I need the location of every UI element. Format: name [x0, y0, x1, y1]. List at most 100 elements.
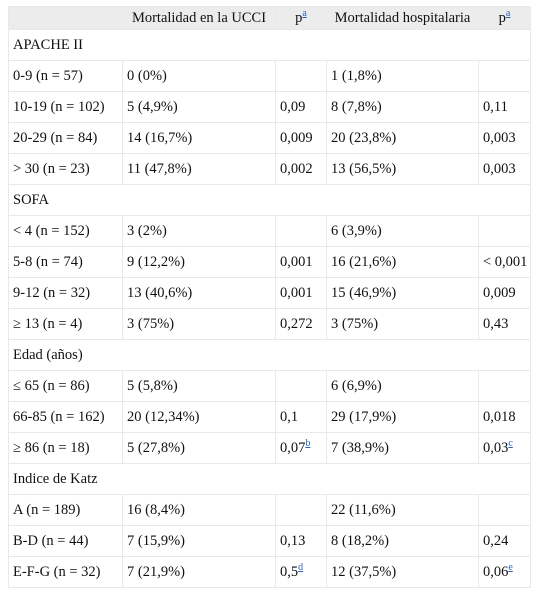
table-row: 0-9 (n = 57) 0 (0%) 1 (1,8%) [8, 60, 531, 92]
mortality-ucci-value: 5 (4,9%) [122, 91, 276, 123]
row-label: 9-12 (n = 32) [8, 277, 123, 309]
p-value-hospital-text: 0,018 [483, 408, 516, 425]
p-value-ucci: 0,001 [275, 277, 327, 309]
table-row: A (n = 189) 16 (8,4%) 22 (11,6%) [8, 494, 531, 526]
p-value-hospital [478, 215, 531, 247]
mortality-ucci-value: 7 (21,9%) [122, 556, 276, 588]
p-value-hospital-text: 0,009 [483, 284, 516, 301]
p-value-hospital: 0,11 [478, 91, 531, 123]
row-label-text: ≥ 86 (n = 18) [13, 439, 90, 456]
p-value-ucci: 0,002 [275, 153, 327, 185]
mortality-hospital-value: 6 (3,9%) [326, 215, 479, 247]
p-value-hospital-text: 0,43 [483, 315, 509, 332]
p-value-ucci-text: 0,09 [280, 98, 306, 115]
p-value-hospital-text: 0,11 [483, 98, 508, 115]
table-row: B-D (n = 44) 7 (15,9%) 0,13 8 (18,2%) 0,24 [8, 525, 531, 557]
row-label: 0-9 (n = 57) [8, 60, 123, 92]
p-value-ucci-text: 0,001 [280, 253, 313, 270]
mortality-ucci-value: 3 (75%) [122, 308, 276, 340]
row-label: 10-19 (n = 102) [8, 91, 123, 123]
row-label: 5-8 (n = 74) [8, 246, 123, 278]
footnote-link-b[interactable]: b [305, 437, 311, 449]
p-value-ucci-text: 0,13 [280, 532, 306, 549]
mortality-ucci-value: 5 (5,8%) [122, 370, 276, 402]
mortality-hospital-value-text: 6 (6,9%) [331, 377, 382, 394]
row-label: ≥ 86 (n = 18) [8, 432, 123, 464]
p-value-ucci: 0,001 [275, 246, 327, 278]
p-value-ucci [275, 60, 327, 92]
p-value-hospital-text: < 0,001 [483, 253, 528, 270]
table-row: 9-12 (n = 32) 13 (40,6%) 0,001 15 (46,9%) 0,… [8, 277, 531, 309]
row-label-text: 0-9 (n = 57) [13, 67, 83, 84]
table-row: E-F-G (n = 32) 7 (21,9%) 0,5d 12 (37,5%) 0,0… [8, 556, 531, 588]
mortality-hospital-value-text: 1 (1,8%) [331, 67, 382, 84]
header-mortality-ucci-text: Mortalidad en la UCCI [131, 9, 267, 26]
section-heading: Indice de Katz [8, 463, 531, 495]
p-value-hospital: 0,43 [478, 308, 531, 340]
mortality-ucci-value: 7 (15,9%) [122, 525, 276, 557]
mortality-ucci-value: 11 (47,8%) [122, 153, 276, 185]
table-row: 5-8 (n = 74) 9 (12,2%) 0,001 16 (21,6%) < 0,… [8, 246, 531, 278]
p-value-ucci-text: 0,272 [280, 315, 313, 332]
mortality-ucci-value-text: 20 (12,34%) [127, 408, 200, 425]
p-value-ucci-text: 0,002 [280, 160, 313, 177]
p-value-hospital [478, 494, 531, 526]
mortality-ucci-value: 5 (27,8%) [122, 432, 276, 464]
mortality-ucci-value: 9 (12,2%) [122, 246, 276, 278]
footnote-link-a[interactable]: a [505, 7, 511, 19]
mortality-ucci-value-text: 14 (16,7%) [127, 129, 193, 146]
mortality-ucci-value-text: 9 (12,2%) [127, 253, 185, 270]
p-value-hospital: 0,03c [478, 432, 531, 464]
mortality-hospital-value: 22 (11,6%) [326, 494, 479, 526]
p-value-ucci: 0,13 [275, 525, 327, 557]
p-value-ucci [275, 370, 327, 402]
p-value-ucci [275, 494, 327, 526]
p-value-hospital: 0,24 [478, 525, 531, 557]
mortality-ucci-value: 16 (8,4%) [122, 494, 276, 526]
footnote-link-c[interactable]: c [508, 437, 513, 449]
section-heading: Edad (años) [8, 339, 531, 371]
footnote-link-a[interactable]: a [302, 7, 307, 19]
mortality-ucci-value: 13 (40,6%) [122, 277, 276, 309]
row-label-text: ≥ 13 (n = 4) [13, 315, 83, 332]
table-row: ≥ 86 (n = 18) 5 (27,8%) 0,07b 7 (38,9%) 0,03… [8, 432, 531, 464]
mortality-hospital-value: 1 (1,8%) [326, 60, 479, 92]
header-p-ucci: pa [275, 6, 327, 30]
mortality-ucci-value-text: 16 (8,4%) [127, 501, 185, 518]
row-label-text: 5-8 (n = 74) [13, 253, 83, 270]
footnote-link-d[interactable]: d [298, 561, 304, 573]
row-label: B-D (n = 44) [8, 525, 123, 557]
p-value-ucci: 0,07b [275, 432, 327, 464]
mortality-hospital-value-text: 16 (21,6%) [331, 253, 397, 270]
table-body: APACHE II 0-9 (n = 57) 0 (0%) 1 (1,8%) 10-19… [8, 29, 531, 588]
p-value-ucci-text: 0,07 [280, 439, 306, 456]
mortality-hospital-value-text: 22 (11,6%) [331, 501, 396, 518]
mortality-hospital-value-text: 13 (56,5%) [331, 160, 397, 177]
row-label-text: E-F-G (n = 32) [13, 563, 101, 580]
row-label: 20-29 (n = 84) [8, 122, 123, 154]
header-p-ucci-text: p [295, 9, 303, 26]
p-value-hospital-text: 0,003 [483, 129, 516, 146]
p-value-hospital [478, 60, 531, 92]
header-mortality-ucci: Mortalidad en la UCCI [122, 6, 276, 30]
footnote-link-e[interactable]: e [508, 561, 513, 573]
p-value-ucci-text: 0,1 [280, 408, 299, 425]
mortality-hospital-value-text: 20 (23,8%) [331, 129, 397, 146]
p-value-hospital: 0,018 [478, 401, 531, 433]
p-value-hospital: 0,06e [478, 556, 531, 588]
table-row: < 4 (n = 152) 3 (2%) 6 (3,9%) [8, 215, 531, 247]
row-label-text: 66-85 (n = 162) [13, 408, 105, 425]
mortality-hospital-value-text: 7 (38,9%) [331, 439, 389, 456]
table-row: ≥ 13 (n = 4) 3 (75%) 0,272 3 (75%) 0,43 [8, 308, 531, 340]
mortality-hospital-value-text: 6 (3,9%) [331, 222, 382, 239]
p-value-ucci-text: 0,001 [280, 284, 313, 301]
mortality-table: Mortalidad en la UCCI pa Mortalidad hospit… [8, 6, 531, 588]
p-value-ucci-text: 0,5 [280, 563, 299, 580]
row-label: ≥ 13 (n = 4) [8, 308, 123, 340]
mortality-ucci-value-text: 7 (21,9%) [127, 563, 185, 580]
p-value-ucci: 0,272 [275, 308, 327, 340]
p-value-ucci: 0,009 [275, 122, 327, 154]
header-mortality-hospital-text: Mortalidad hospitalaria [334, 9, 471, 26]
row-label-text: B-D (n = 44) [13, 532, 89, 549]
mortality-hospital-value: 12 (37,5%) [326, 556, 479, 588]
